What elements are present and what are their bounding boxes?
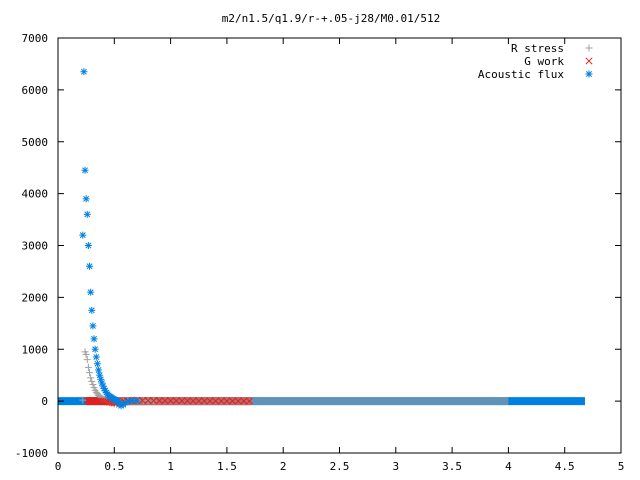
y-tick-label: 2000	[22, 291, 49, 304]
point-g-work	[161, 397, 169, 405]
point-g-work	[245, 397, 253, 405]
series-acoustic-flux	[79, 68, 141, 410]
point-acoustic-flux	[86, 262, 94, 270]
point-g-work	[183, 397, 192, 405]
x-tick-label: 2	[280, 460, 287, 473]
point-acoustic-flux	[88, 306, 96, 314]
x-tick-label: 3	[392, 460, 399, 473]
y-tick-label: 5000	[22, 136, 49, 149]
y-tick-label: 6000	[22, 84, 49, 97]
legend-marker	[585, 70, 593, 78]
point-g-work	[138, 396, 147, 405]
dense-band-r-stress	[108, 397, 509, 406]
point-acoustic-flux	[91, 345, 99, 353]
point-g-work	[223, 397, 231, 405]
dense-band-layer	[58, 397, 585, 406]
point-g-work	[200, 397, 208, 405]
point-acoustic-flux	[80, 68, 88, 76]
legend-label: G work	[524, 55, 564, 68]
legend-marker	[585, 57, 593, 65]
y-tick-label: 1000	[22, 343, 49, 356]
point-r-stress	[89, 381, 97, 389]
point-acoustic-flux	[83, 210, 91, 218]
point-r-stress	[84, 363, 92, 371]
x-tick-label: 4	[505, 460, 512, 473]
x-tick-label: 3.5	[442, 460, 462, 473]
x-tick-label: 0	[55, 460, 62, 473]
point-r-stress	[82, 350, 90, 358]
plot-frame	[57, 37, 622, 454]
y-tick-label: 0	[41, 395, 48, 408]
point-g-work	[228, 397, 237, 405]
x-tick-label: 4.5	[555, 460, 575, 473]
y-tick-label: 4000	[22, 188, 49, 201]
point-g-work	[195, 397, 203, 405]
point-r-stress	[88, 377, 96, 385]
point-g-work	[234, 397, 242, 405]
point-g-work	[212, 397, 220, 405]
y-tick-label: 3000	[22, 240, 49, 253]
chart-title: m2/n1.5/q1.9/r-+.05-j28/M0.01/512	[222, 12, 441, 25]
point-acoustic-flux	[79, 231, 87, 239]
y-axis: -1000 0 1000 2000 3000 4000 5000 6000 7000	[15, 32, 621, 460]
point-acoustic-flux	[92, 353, 100, 361]
point-g-work	[217, 397, 225, 405]
point-acoustic-flux	[81, 166, 89, 174]
point-g-work	[178, 397, 186, 405]
point-r-stress	[87, 374, 95, 382]
x-axis: 0 0.5 1 1.5 2 2.5 3 3.5 4 4.5 5	[55, 38, 625, 473]
point-acoustic-flux	[90, 335, 98, 343]
legend-label: R stress	[511, 42, 564, 55]
points-layer	[79, 68, 253, 410]
point-g-work	[172, 397, 180, 405]
x-tick-label: 0.5	[104, 460, 124, 473]
point-g-work	[167, 397, 175, 405]
point-acoustic-flux	[87, 288, 95, 296]
point-g-work	[144, 396, 152, 405]
point-acoustic-flux	[96, 371, 104, 379]
point-r-stress	[86, 369, 94, 377]
point-r-stress	[83, 356, 91, 364]
x-tick-label: 1.5	[217, 460, 237, 473]
point-g-work	[206, 397, 214, 405]
point-acoustic-flux	[133, 397, 141, 405]
point-acoustic-flux	[84, 242, 92, 249]
y-tick-label: 7000	[22, 32, 49, 45]
point-g-work	[150, 397, 158, 405]
y-tick-label: -1000	[15, 447, 48, 460]
point-acoustic-flux	[89, 322, 97, 330]
x-tick-label: 2.5	[330, 460, 350, 473]
legend-label: Acoustic flux	[478, 68, 564, 81]
point-g-work	[189, 397, 197, 405]
point-acoustic-flux	[98, 379, 106, 387]
point-r-stress	[79, 396, 87, 404]
legend-marker	[585, 44, 593, 52]
point-acoustic-flux	[95, 366, 103, 374]
point-g-work	[240, 397, 248, 405]
point-g-work	[155, 397, 163, 405]
x-tick-label: 5	[618, 460, 625, 473]
x-tick-label: 1	[167, 460, 174, 473]
point-acoustic-flux	[93, 360, 101, 368]
point-acoustic-flux	[97, 375, 105, 383]
point-acoustic-flux	[82, 195, 90, 203]
